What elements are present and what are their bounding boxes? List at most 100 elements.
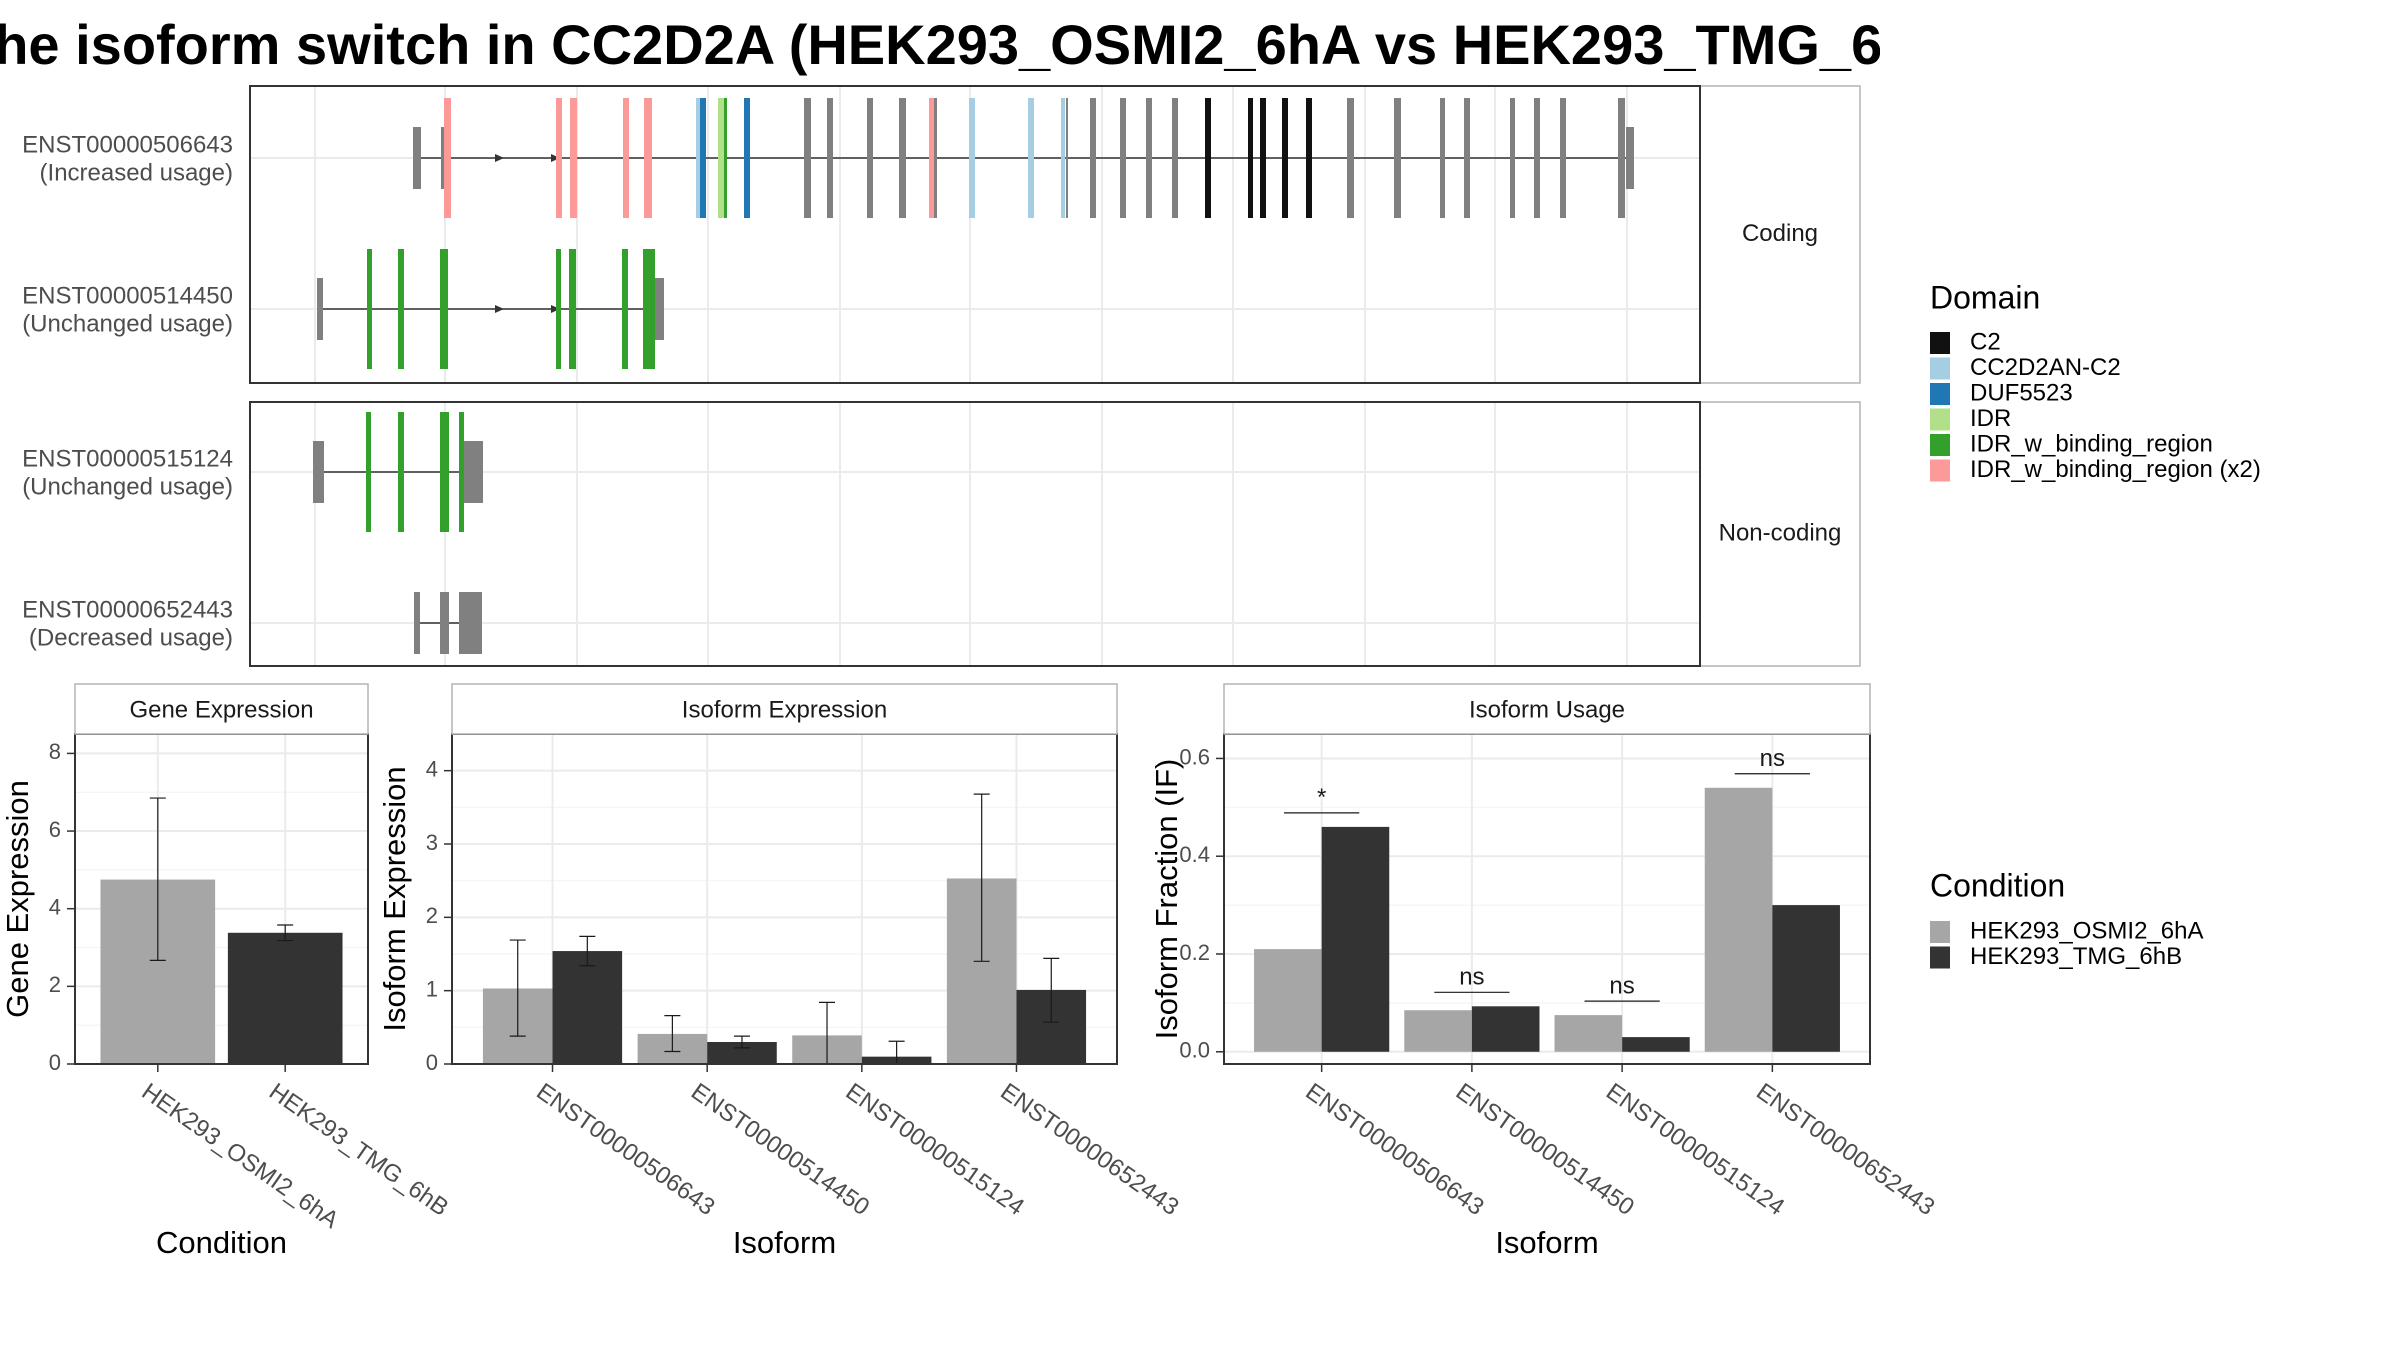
exon-block	[366, 412, 371, 532]
plot-strip-label: Gene Expression	[129, 696, 313, 723]
panel-strip-label: Coding	[1742, 220, 1818, 247]
significance-label: ns	[1760, 745, 1785, 772]
exon-block	[317, 278, 323, 340]
panel-strip	[1699, 85, 1861, 384]
exon-block	[1090, 98, 1096, 218]
exon-block	[655, 278, 664, 340]
y-tick-label: 6	[49, 817, 61, 842]
bar	[1554, 1015, 1623, 1052]
strand-arrow-icon	[495, 154, 504, 162]
exon-block	[623, 98, 629, 218]
exon-block	[441, 127, 444, 189]
domain-legend-key	[1930, 383, 1950, 405]
exon-block	[444, 98, 451, 218]
significance-label: ns	[1609, 972, 1634, 999]
exon-block	[464, 441, 483, 503]
exon-block	[1440, 98, 1445, 218]
y-tick-label: 4	[49, 895, 61, 920]
exon-block	[696, 98, 700, 218]
bar	[1471, 1006, 1540, 1052]
plot-strip-label: Isoform Expression	[682, 696, 887, 723]
bar	[1704, 787, 1773, 1052]
strand-arrow-icon	[551, 154, 560, 162]
y-tick-label: 0	[49, 1050, 61, 1075]
exon-block	[313, 441, 324, 503]
domain-legend-label: IDR_w_binding_region (x2)	[1970, 456, 2261, 483]
exon-block	[934, 98, 937, 218]
exon-block	[1394, 98, 1401, 218]
exon-block	[1626, 127, 1634, 189]
domain-legend-label: IDR	[1970, 405, 2011, 432]
bar	[1254, 949, 1322, 1052]
transcript-name: ENST00000514450	[22, 282, 233, 309]
exon-block	[1260, 98, 1266, 218]
condition-legend-key	[1930, 946, 1950, 969]
condition-legend-label: HEK293_OSMI2_6hA	[1970, 917, 2203, 944]
exon-block	[367, 249, 372, 369]
y-tick-label: 0	[426, 1050, 438, 1075]
exon-block	[643, 249, 655, 369]
domain-legend-title: Domain	[1930, 279, 2040, 315]
exon-block	[804, 98, 811, 218]
exon-block	[1061, 98, 1065, 218]
y-tick-label: 0.2	[1179, 940, 1210, 965]
structure-panel-border	[249, 401, 1701, 667]
domain-legend-key	[1930, 357, 1950, 380]
domain-legend-key	[1930, 459, 1950, 482]
strand-arrow-icon	[495, 305, 504, 313]
exon-block	[440, 412, 449, 532]
exon-block	[1282, 98, 1288, 218]
domain-legend-key	[1930, 434, 1950, 456]
exon-block	[827, 98, 833, 218]
exon-block	[1510, 98, 1515, 218]
bar	[1321, 826, 1390, 1052]
condition-legend-label: HEK293_TMG_6hB	[1970, 943, 2182, 970]
exon-block	[556, 249, 561, 369]
y-axis-title: Gene Expression	[0, 780, 35, 1018]
y-tick-label: 1	[426, 976, 438, 1001]
y-tick-label: 2	[49, 972, 61, 997]
y-axis-title: Isoform Expression	[377, 766, 412, 1031]
exon-block	[644, 98, 652, 218]
bar	[707, 1042, 777, 1064]
exon-block	[1146, 98, 1152, 218]
exon-block	[459, 412, 464, 532]
exon-block	[556, 98, 562, 218]
exon-block	[1066, 98, 1068, 218]
exon-block	[724, 98, 727, 218]
exon-block	[398, 249, 404, 369]
exon-block	[1464, 98, 1470, 218]
transcript-name: ENST00000515124	[22, 445, 233, 472]
y-axis-title: Isoform Fraction (IF)	[1149, 759, 1184, 1040]
exon-block	[1306, 98, 1312, 218]
y-tick-label: 2	[426, 903, 438, 928]
exon-block	[867, 98, 873, 218]
panel-strip-label: Non-coding	[1719, 519, 1842, 546]
y-tick-label: 8	[49, 739, 61, 764]
exon-block	[1534, 98, 1540, 218]
domain-legend-label: DUF5523	[1970, 379, 2073, 406]
exon-block	[1172, 98, 1178, 218]
domain-legend-label: CC2D2AN-C2	[1970, 354, 2121, 381]
significance-label: *	[1317, 784, 1326, 811]
exon-block	[969, 98, 975, 218]
exon-block	[1205, 98, 1211, 218]
bar	[1404, 1010, 1472, 1052]
y-tick-label: 4	[426, 756, 438, 781]
y-tick-label: 0.0	[1179, 1038, 1210, 1063]
exon-block	[569, 249, 576, 369]
plot-strip-label: Isoform Usage	[1469, 696, 1625, 723]
x-axis-title: Isoform	[1495, 1225, 1598, 1260]
x-axis-title: Isoform	[733, 1225, 836, 1260]
transcript-name: ENST00000506643	[22, 131, 233, 158]
bar	[552, 951, 623, 1064]
condition-legend-key	[1930, 921, 1950, 943]
condition-legend-title: Condition	[1930, 867, 2065, 903]
exon-block	[1347, 98, 1354, 218]
x-axis-title: Condition	[156, 1225, 287, 1260]
plot-strip	[74, 683, 369, 735]
domain-legend-key	[1930, 332, 1950, 354]
exon-block	[440, 249, 448, 369]
plot-strip	[451, 683, 1118, 735]
